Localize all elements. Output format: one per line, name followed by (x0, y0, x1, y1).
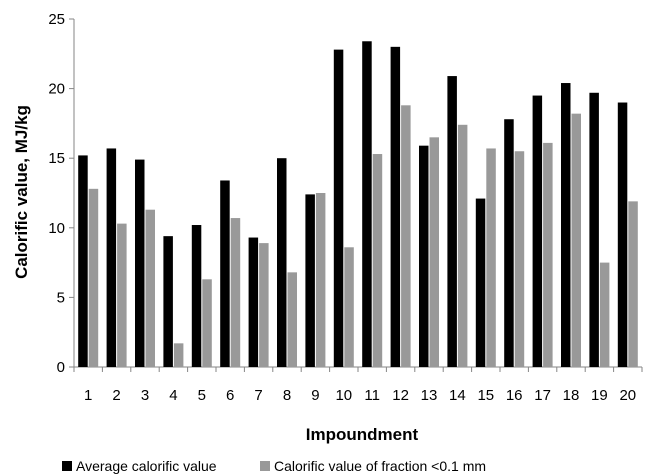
legend-swatch-average (62, 461, 72, 471)
legend-swatch-fraction (260, 461, 270, 471)
x-tick-label: 15 (477, 387, 494, 404)
bar-average-calorific-value (305, 194, 315, 367)
bar-average-calorific-value (220, 180, 230, 367)
bar-average-calorific-value (191, 225, 202, 367)
y-tick-label: 5 (57, 289, 65, 306)
x-tick-label: 10 (335, 387, 352, 404)
y-tick-label: 0 (57, 359, 65, 376)
x-tick-label: 16 (506, 387, 523, 404)
bar-average-calorific-value (589, 92, 599, 367)
x-tick-label: 19 (591, 387, 608, 404)
x-tick-label: 1 (84, 387, 92, 404)
bar-average-calorific-value (419, 145, 429, 367)
bar-fraction-calorific-value (117, 223, 127, 367)
x-tick-label: 4 (169, 387, 177, 404)
x-tick-label: 13 (421, 387, 438, 404)
bar-average-calorific-value (333, 49, 344, 368)
y-tick-label: 10 (48, 220, 65, 237)
bars-layer (78, 41, 638, 368)
bar-average-calorific-value (78, 155, 88, 367)
x-tick-label: 8 (283, 387, 291, 404)
bar-average-calorific-value (475, 198, 486, 367)
legend-label-average: Average calorific value (76, 458, 217, 474)
bar-fraction-calorific-value (344, 247, 354, 367)
y-tick-label: 15 (48, 150, 65, 167)
legend-label-fraction: Calorific value of fraction <0.1 mm (274, 458, 486, 474)
x-tick-label: 18 (563, 387, 580, 404)
bar-average-calorific-value (163, 236, 173, 367)
x-axis-title: Impoundment (306, 425, 419, 444)
x-tick-label: 6 (226, 387, 234, 404)
bar-fraction-calorific-value (88, 188, 99, 367)
y-tick-label: 20 (48, 81, 65, 98)
y-tick-labels: 0 5 10 15 20 25 (48, 11, 65, 376)
x-tick-label: 2 (112, 387, 120, 404)
bar-average-calorific-value (447, 76, 457, 368)
bar-fraction-calorific-value (457, 124, 468, 368)
x-tick-label: 11 (364, 387, 380, 404)
x-tick-label: 3 (141, 387, 149, 404)
bar-average-calorific-value (390, 46, 401, 368)
y-tick-label: 25 (48, 11, 65, 28)
bar-fraction-calorific-value (429, 137, 439, 367)
bar-fraction-calorific-value (173, 343, 184, 367)
bar-average-calorific-value (248, 237, 259, 367)
bar-average-calorific-value (362, 41, 372, 367)
bar-fraction-calorific-value (401, 105, 411, 367)
bar-fraction-calorific-value (628, 201, 638, 367)
legend: Average calorific value Calorific value … (62, 458, 486, 474)
bar-fraction-calorific-value (287, 272, 297, 367)
bar-fraction-calorific-value (571, 113, 581, 367)
bar-fraction-calorific-value (230, 218, 241, 367)
x-tick-labels: 1 2 3 4 5 6 7 8 9 10 11 12 13 14 15 16 17 18 19 20 (84, 387, 636, 404)
bar-fraction-calorific-value (599, 262, 610, 367)
bar-average-calorific-value (106, 148, 117, 367)
bar-average-calorific-value (561, 83, 571, 368)
bar-average-calorific-value (504, 119, 514, 367)
x-tick-label: 9 (311, 387, 319, 404)
y-axis-title: Calorific value, MJ/kg (12, 105, 31, 279)
x-tick-label: 14 (449, 387, 466, 404)
bar-average-calorific-value (277, 158, 287, 367)
bar-fraction-calorific-value (543, 142, 553, 367)
bar-average-calorific-value (532, 95, 543, 367)
x-tick-label: 12 (392, 387, 409, 404)
bar-fraction-calorific-value (202, 279, 212, 367)
bar-fraction-calorific-value (514, 151, 525, 367)
bar-fraction-calorific-value (145, 209, 155, 367)
bar-fraction-calorific-value (486, 148, 496, 367)
x-tick-label: 17 (534, 387, 551, 404)
x-tick-label: 5 (198, 387, 206, 404)
bar-average-calorific-value (135, 159, 145, 367)
x-tick-label: 20 (619, 387, 636, 404)
bar-fraction-calorific-value (315, 193, 326, 367)
bar-fraction-calorific-value (259, 243, 269, 367)
x-tick-label: 7 (254, 387, 262, 404)
bar-fraction-calorific-value (372, 154, 383, 367)
bar-average-calorific-value (617, 102, 628, 368)
